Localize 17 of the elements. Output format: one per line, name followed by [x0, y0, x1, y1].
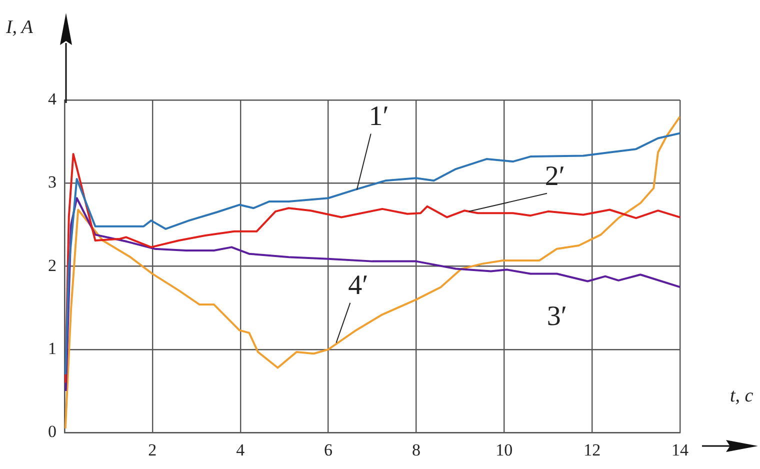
x-tick-label: 10 [496, 440, 513, 460]
y-tick-label: 2 [48, 256, 56, 275]
y-tick-label: 0 [48, 422, 56, 442]
y-axis-title: I, A [4, 17, 34, 38]
y-tick-label: 4 [48, 89, 57, 108]
y-tick-label: 3 [48, 172, 56, 192]
x-tick-label: 4 [236, 440, 246, 460]
annotation: 4′ [348, 270, 368, 302]
annotation: 3′ [546, 301, 567, 332]
x-axis-title: t, с [730, 386, 754, 407]
x-tick-label: 8 [412, 440, 420, 460]
x-tick-label: 14 [672, 440, 689, 460]
x-tick-label: 12 [584, 440, 601, 460]
y-tick-label: 1 [48, 338, 56, 358]
x-tick-label: 6 [324, 440, 333, 460]
x-tick-label: 2 [148, 440, 157, 460]
annotation: 1′ [368, 101, 389, 132]
